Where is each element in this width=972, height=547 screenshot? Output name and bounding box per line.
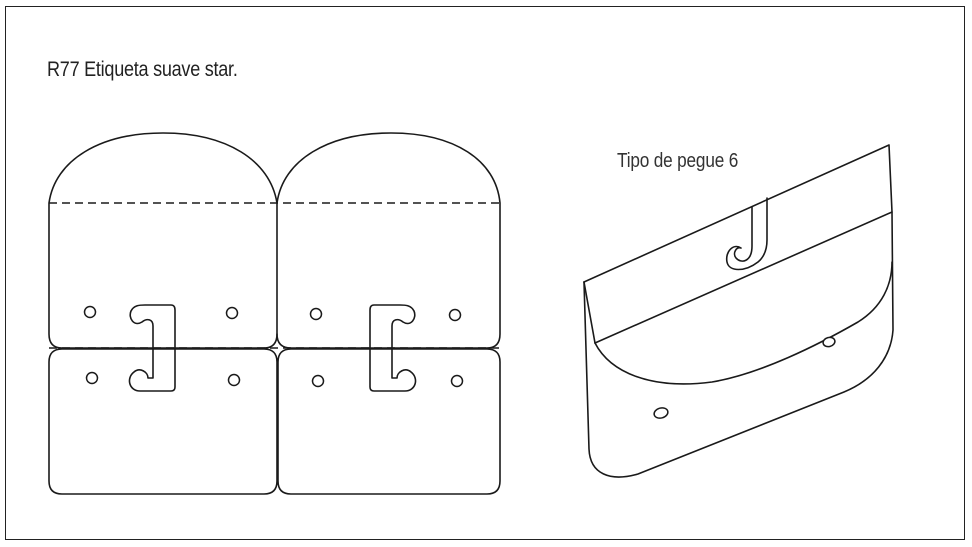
punch-hole: [822, 336, 836, 348]
left-upper-panel-outline: [48, 132, 278, 349]
curved-flap-edge: [594, 261, 893, 385]
back-panel-outline: [583, 144, 893, 344]
punch-hole: [227, 373, 241, 387]
left-hook-slot: [128, 304, 176, 392]
flat-label-pattern: [48, 132, 501, 495]
hook-notch: [725, 197, 768, 271]
punch-hole: [85, 371, 99, 385]
diagram-frame: [5, 6, 965, 540]
side-fold-line: [583, 281, 596, 344]
punch-hole: [83, 305, 97, 319]
left-lower-panel-outline: [48, 348, 278, 495]
diagram-title: R77 Etiqueta suave star.: [47, 58, 238, 81]
punch-hole: [448, 308, 462, 322]
punch-hole: [450, 374, 464, 388]
folded-label-view: [583, 144, 894, 478]
right-lower-panel-outline: [277, 348, 501, 495]
punch-hole: [653, 407, 669, 419]
punch-hole: [309, 307, 323, 321]
punch-hole: [225, 306, 239, 320]
front-panel-outline: [583, 211, 894, 478]
punch-hole: [311, 374, 325, 388]
fold-type-caption: Tipo de pegue 6: [617, 150, 739, 172]
right-hook-slot: [369, 304, 417, 392]
